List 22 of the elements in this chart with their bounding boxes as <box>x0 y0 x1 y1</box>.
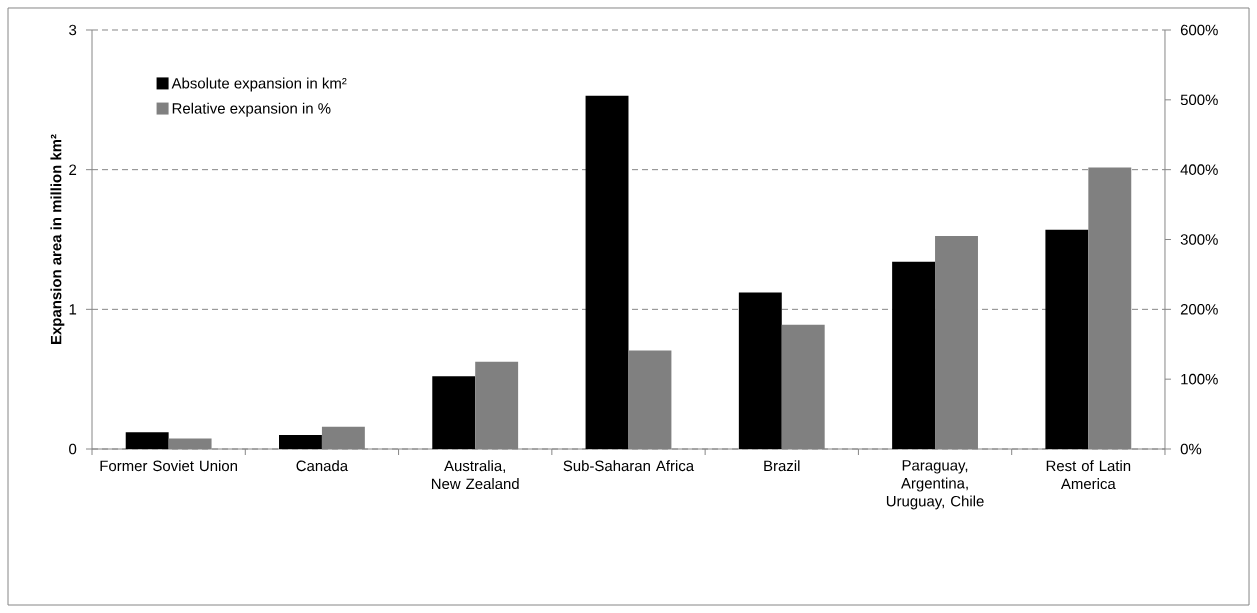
x-tick-label: Paraguay, Argentina, Uruguay, Chile <box>886 460 984 510</box>
y-tick-label: 3 <box>69 24 77 36</box>
y-axis-title: Expansion area in million km² <box>50 134 65 344</box>
y2-tick-label: 400% <box>1180 164 1218 175</box>
y2-tick-label: 300% <box>1180 234 1218 245</box>
x-tick-label: Brazil <box>764 460 800 472</box>
y2-tick-label: 100% <box>1181 373 1218 385</box>
x-tick-label: Australia, New Zealand <box>431 460 519 490</box>
bar <box>585 95 629 449</box>
x-tick-label: Sub-Saharan Africa <box>563 460 695 472</box>
legend-label: Absolute expansion in km² <box>171 77 347 92</box>
x-tick-label: Canada <box>296 460 349 472</box>
y-tick-label: 2 <box>69 164 77 175</box>
y2-tick-label: 500% <box>1180 94 1218 106</box>
y2-tick-label: 600% <box>1180 24 1218 36</box>
legend-label: Relative expansion in % <box>172 102 331 117</box>
x-tick-label: Former Soviet Union <box>100 460 237 472</box>
y-tick-label: 0 <box>69 443 77 455</box>
y-tick-label: 1 <box>69 304 77 315</box>
y2-tick-label: 200% <box>1180 304 1218 315</box>
x-tick-label: Rest of Latin America <box>1046 460 1131 490</box>
y2-tick-label: 0% <box>1180 443 1202 455</box>
